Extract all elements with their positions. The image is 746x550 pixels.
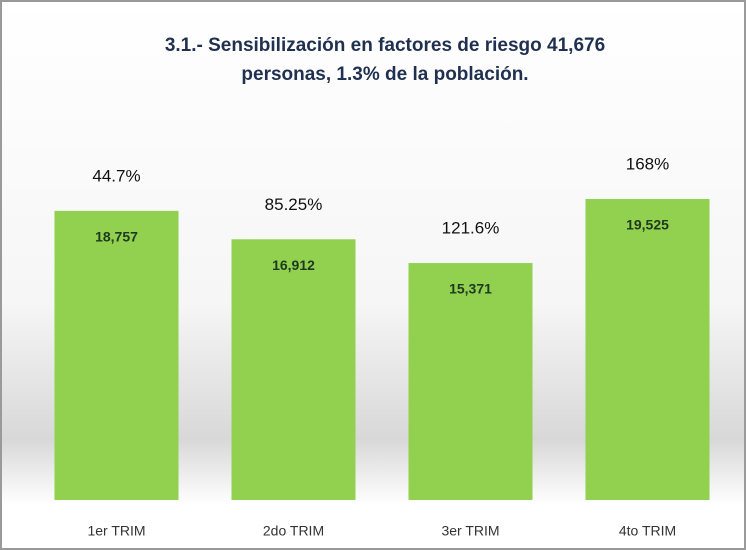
value-label: 19,525 (626, 217, 669, 233)
x-tick-label: 3er TRIM (441, 523, 499, 539)
x-tick-label: 2do TRIM (263, 523, 324, 539)
bar (231, 239, 356, 500)
value-label: 15,371 (449, 281, 492, 297)
x-tick-label: 4to TRIM (619, 523, 676, 539)
annotation: 121.6% (442, 219, 500, 238)
bar (54, 210, 179, 500)
x-tick-label: 1er TRIM (87, 523, 145, 539)
value-label: 16,912 (272, 257, 315, 273)
bar (408, 263, 533, 500)
bar (585, 199, 710, 500)
value-label: 18,757 (95, 229, 138, 245)
annotation: 168% (626, 154, 669, 173)
chart-title: personas, 1.3% de la población. (241, 64, 528, 85)
chart-title: 3.1.- Sensibilización en factores de rie… (165, 35, 605, 56)
annotation: 44.7% (92, 166, 140, 185)
annotation: 85.25% (265, 195, 323, 214)
